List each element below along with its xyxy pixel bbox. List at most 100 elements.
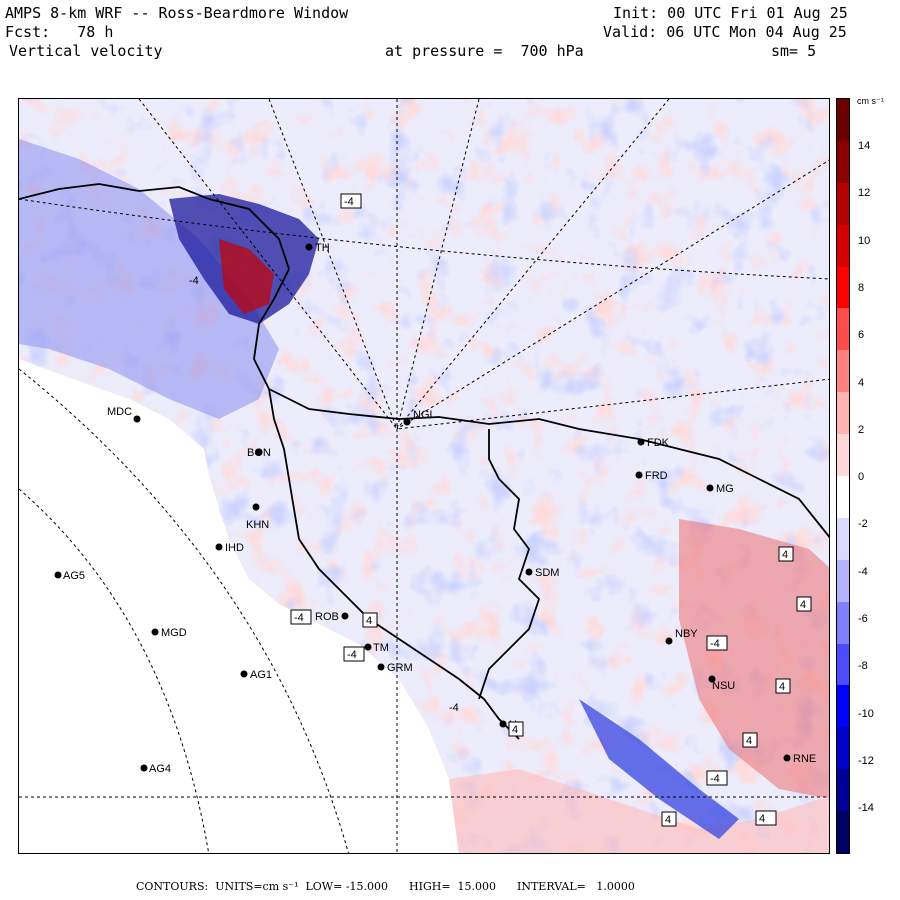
colorbar-segment bbox=[837, 811, 849, 854]
colorbar-tick-label: -2 bbox=[858, 518, 868, 531]
colorbar-tick-label: -10 bbox=[858, 707, 874, 720]
station-rne: RNE bbox=[793, 753, 816, 765]
colorbar-tick-label: 12 bbox=[858, 187, 871, 200]
colorbar-tick-label: 0 bbox=[858, 471, 865, 484]
contour-label: 4 bbox=[775, 678, 791, 694]
svg-text:-4: -4 bbox=[347, 649, 357, 661]
station-mdc: MDC bbox=[107, 406, 132, 418]
vertical-velocity-map[interactable]: MDC NGL FDK FRD MG BON KHN IHD AG5 SDM M… bbox=[18, 98, 830, 854]
station-rob: ROB bbox=[315, 611, 339, 623]
contour-label: 4 bbox=[661, 811, 677, 827]
svg-text:4: 4 bbox=[782, 549, 788, 561]
svg-text:4: 4 bbox=[779, 681, 785, 693]
station-th: TH bbox=[315, 242, 330, 254]
coastline bbox=[19, 183, 829, 740]
title-line3-left: Vertical velocity bbox=[9, 42, 163, 60]
colorbar-tick-label: 14 bbox=[858, 140, 871, 152]
positive-area-east bbox=[679, 519, 829, 799]
init-time: Init: 00 UTC Fri 01 Aug 25 bbox=[613, 4, 848, 22]
graticule bbox=[19, 99, 829, 853]
station-fdk: FDK bbox=[647, 437, 670, 449]
colorbar-segment bbox=[837, 476, 849, 519]
svg-text:4: 4 bbox=[800, 599, 806, 611]
smoothing-label: sm= 5 bbox=[771, 42, 817, 60]
colorbar-segment bbox=[837, 224, 849, 268]
svg-text:-4: -4 bbox=[710, 638, 720, 650]
colorbar-segment bbox=[837, 601, 849, 645]
colorbar-segment bbox=[837, 99, 849, 142]
colorbar-tick-label: -6 bbox=[858, 613, 868, 625]
station-bon: BON bbox=[247, 447, 271, 459]
station-mgd: MGD bbox=[161, 627, 187, 639]
contour-label: 4 bbox=[796, 596, 812, 612]
colorbar-segment bbox=[837, 685, 849, 728]
colorbar-segment bbox=[837, 727, 849, 770]
negative-band-south bbox=[579, 699, 739, 839]
svg-text:4: 4 bbox=[512, 724, 518, 736]
station-ag4: AG4 bbox=[149, 763, 171, 775]
colorbar-segment bbox=[837, 434, 849, 477]
colorbar-segment bbox=[837, 392, 849, 435]
station-nby: NBY bbox=[675, 628, 698, 640]
colorbar-segment bbox=[837, 182, 849, 226]
colorbar-tick-label: 6 bbox=[858, 329, 865, 342]
station-ag5: AG5 bbox=[63, 570, 85, 582]
colorbar-units: cm s⁻¹ bbox=[857, 96, 884, 106]
station-ag1: AG1 bbox=[250, 669, 272, 681]
svg-text:4: 4 bbox=[759, 813, 765, 825]
title-line2-left: Fcst: 78 h bbox=[5, 23, 114, 41]
positive-area-south bbox=[449, 769, 829, 853]
colorbar-segment bbox=[837, 769, 849, 812]
contour-label: -4 bbox=[189, 275, 199, 287]
contour-info-footer: CONTOURS: UNITS=cm s⁻¹ LOW= -15.000 HIGH… bbox=[136, 880, 635, 893]
title-line3-mid: at pressure = 700 hPa bbox=[385, 42, 584, 60]
station-mg: MG bbox=[716, 483, 734, 495]
contour-label: -4 bbox=[290, 609, 312, 625]
colorbar-tick-label: 8 bbox=[858, 281, 865, 294]
station-khn: KHN bbox=[246, 519, 269, 531]
title-line1-left: AMPS 8-km WRF -- Ross-Beardmore Window bbox=[5, 4, 349, 22]
colorbar-tick-label: 2 bbox=[858, 423, 865, 436]
colorbar-tick-label: -4 bbox=[858, 565, 868, 578]
contour-label: 4 bbox=[742, 732, 758, 748]
station-sdm: SDM bbox=[535, 567, 559, 579]
station-nsu: NSU bbox=[712, 680, 735, 692]
station-tm: TM bbox=[373, 642, 389, 654]
contour-label: -4 bbox=[343, 646, 365, 662]
colorbar-tick-label: 4 bbox=[858, 376, 865, 389]
colorbar-tick-label: -12 bbox=[858, 754, 874, 767]
contour-labels: -4 -4 4 4 4 4 -4 4 -4 -4 4 4 4 -4 -4 bbox=[189, 193, 812, 827]
colorbar-segment bbox=[837, 643, 849, 686]
colorbar bbox=[836, 98, 850, 854]
map-canvas: MDC NGL FDK FRD MG BON KHN IHD AG5 SDM M… bbox=[19, 99, 829, 853]
positive-core-north bbox=[219, 239, 274, 314]
contour-label: 4 bbox=[778, 546, 794, 562]
svg-text:-4: -4 bbox=[710, 773, 720, 785]
colorbar-segment bbox=[837, 266, 849, 309]
svg-text:-4: -4 bbox=[189, 275, 199, 287]
contour-label: 4 bbox=[362, 612, 378, 628]
colorbar-segment bbox=[837, 140, 849, 184]
valid-time: Valid: 06 UTC Mon 04 Aug 25 bbox=[603, 23, 847, 41]
svg-text:-4: -4 bbox=[294, 612, 304, 624]
svg-text:4: 4 bbox=[665, 814, 671, 826]
contour-label: -4 bbox=[449, 702, 459, 714]
svg-text:4: 4 bbox=[746, 735, 752, 747]
contour-label: -4 bbox=[706, 635, 728, 651]
station-ihd: IHD bbox=[225, 542, 244, 554]
colorbar-segment bbox=[837, 517, 849, 561]
station-grm: GRM bbox=[387, 662, 413, 674]
colorbar-segment bbox=[837, 559, 849, 603]
station-markers bbox=[54, 243, 791, 772]
negative-area-west bbox=[19, 139, 279, 419]
svg-text:-4: -4 bbox=[449, 702, 459, 714]
svg-text:-4: -4 bbox=[344, 196, 354, 208]
no-data-region bbox=[19, 359, 459, 853]
colorbar-tick-label: -14 bbox=[858, 802, 874, 815]
contour-label: 4 bbox=[508, 721, 524, 737]
colorbar-tick-label: -8 bbox=[858, 660, 868, 673]
contour-label: -4 bbox=[706, 770, 728, 786]
colorbar-tick-label: 10 bbox=[858, 234, 871, 247]
contour-label: 4 bbox=[755, 810, 777, 826]
svg-text:4: 4 bbox=[366, 615, 372, 627]
